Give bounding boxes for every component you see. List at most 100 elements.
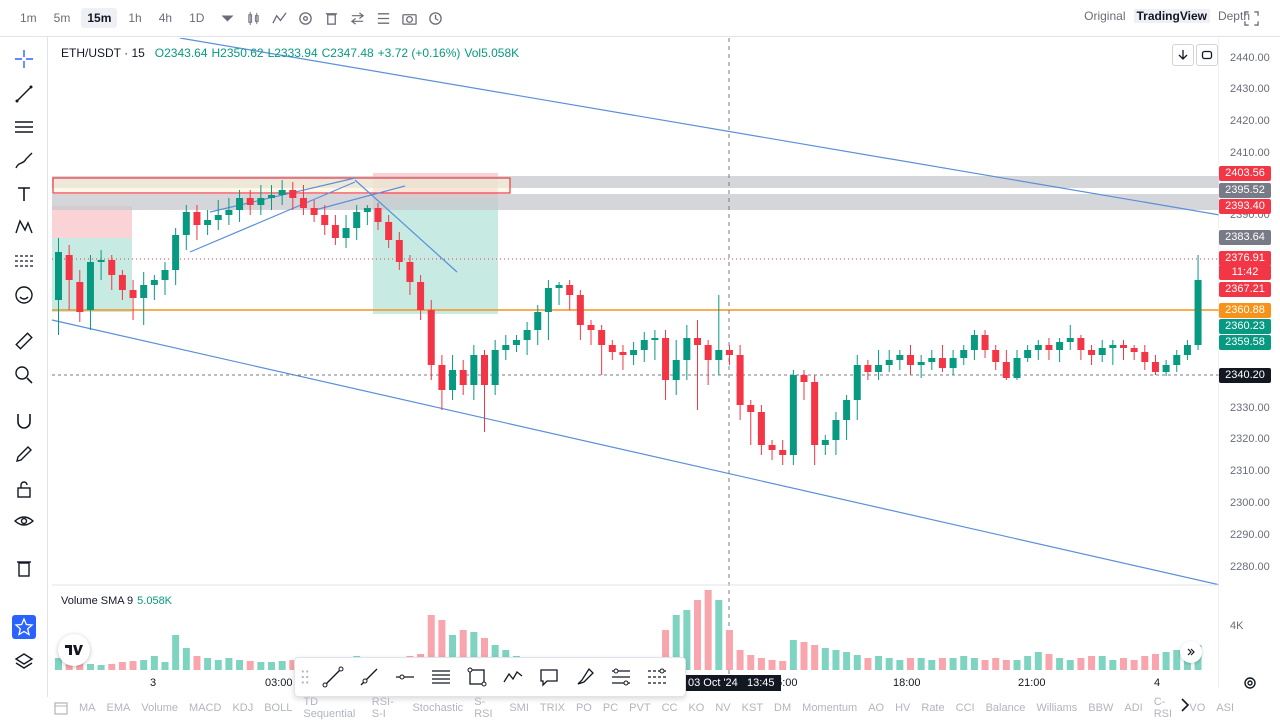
indicator-s-rsi[interactable]: S-RSI <box>474 696 493 720</box>
gann-icon[interactable] <box>639 662 675 692</box>
download-icon[interactable] <box>1172 44 1194 66</box>
candle-body <box>757 412 765 445</box>
measure-lines-icon[interactable] <box>12 249 36 273</box>
rectangle-icon[interactable] <box>459 662 495 692</box>
indicator-smi[interactable]: SMI <box>509 702 529 714</box>
indicator-adi[interactable]: ADI <box>1124 702 1143 714</box>
brush-icon[interactable] <box>12 149 36 173</box>
calendar-icon[interactable] <box>54 701 68 715</box>
candle-body <box>896 355 904 360</box>
indicator-stochastic[interactable]: Stochastic <box>412 702 464 714</box>
horizontal-line-icon[interactable] <box>387 662 423 692</box>
indicator-trix[interactable]: TRIX <box>539 702 565 714</box>
indicator-ma[interactable]: MA <box>79 702 96 714</box>
view-original[interactable]: Original <box>1084 9 1126 23</box>
trend-line-icon[interactable] <box>315 662 351 692</box>
fullscreen-icon[interactable] <box>1242 9 1260 27</box>
volume-bar <box>172 635 180 670</box>
indicator-rsi-s-i[interactable]: RSI-S-I <box>371 696 394 720</box>
symbol-label[interactable]: ETH/USDT · 15 <box>61 46 145 60</box>
fib-icon[interactable] <box>603 662 639 692</box>
indicator-momentum[interactable]: Momentum <box>802 702 858 714</box>
candles-icon[interactable] <box>244 9 262 27</box>
trash-icon[interactable] <box>12 556 36 580</box>
star-icon[interactable] <box>12 615 36 639</box>
ruler-icon[interactable] <box>12 329 36 353</box>
pencil-lock-icon[interactable] <box>12 442 36 466</box>
highlighter-icon[interactable] <box>567 662 603 692</box>
alert-icon[interactable] <box>426 9 444 27</box>
indicator-kst[interactable]: KST <box>741 702 764 714</box>
eye-icon[interactable] <box>12 509 36 533</box>
indicators-icon[interactable] <box>270 9 288 27</box>
indicator-cci[interactable]: CCI <box>955 702 975 714</box>
scroll-right-button[interactable] <box>1180 641 1202 663</box>
emoji-icon[interactable] <box>12 283 36 307</box>
indicator-cc[interactable]: CC <box>661 702 678 714</box>
volume-bar <box>1151 654 1159 670</box>
list-icon[interactable] <box>374 9 392 27</box>
timeframe-4h[interactable]: 4h <box>158 11 173 25</box>
indicator-pvt[interactable]: PVT <box>629 702 651 714</box>
indicator-po[interactable]: PO <box>575 702 592 714</box>
text-icon[interactable] <box>12 182 36 206</box>
drag-handle-icon[interactable] <box>295 662 315 692</box>
settings-icon[interactable] <box>296 9 314 27</box>
indicator-dm[interactable]: DM <box>774 702 792 714</box>
trend-line-icon[interactable] <box>12 82 36 106</box>
indicator-c-rsi[interactable]: C-RSI <box>1153 696 1173 720</box>
timeframe-5m[interactable]: 5m <box>53 11 71 25</box>
candle-body <box>481 355 488 385</box>
camera-icon[interactable] <box>400 9 418 27</box>
candle-body <box>182 212 190 235</box>
magnet-icon[interactable] <box>12 409 36 433</box>
time-tick: 03:00 <box>265 677 293 689</box>
chevron-down-icon[interactable] <box>218 9 236 27</box>
indicator-boll[interactable]: BOLL <box>264 702 293 714</box>
indicator-asi[interactable]: ASI <box>1216 702 1234 714</box>
timeframe-15m[interactable]: 15m <box>81 8 118 28</box>
callout-icon[interactable] <box>531 662 567 692</box>
view-tradingview[interactable]: TradingView <box>1133 9 1210 23</box>
indicator-hv[interactable]: HV <box>895 702 911 714</box>
indicator-ao[interactable]: AO <box>868 702 885 714</box>
timeframe-1d[interactable]: 1D <box>189 11 205 25</box>
chevron-right-icon[interactable] <box>1180 698 1190 717</box>
view-depth[interactable]: Depth <box>1217 9 1250 23</box>
parallel-channel-icon[interactable] <box>423 662 459 692</box>
indicator-vo[interactable]: VO <box>1189 702 1206 714</box>
indicator-kdj[interactable]: KDJ <box>232 702 254 714</box>
candle-body <box>417 282 425 310</box>
indicator-pc[interactable]: PC <box>602 702 619 714</box>
path-icon[interactable] <box>495 662 531 692</box>
price-label: 2403.56 <box>1219 166 1271 181</box>
indicator-williams[interactable]: Williams <box>1036 702 1078 714</box>
candle-body <box>76 282 84 312</box>
indicator-ko[interactable]: KO <box>688 702 705 714</box>
trash-icon[interactable] <box>322 9 340 27</box>
timeframe-1m[interactable]: 1m <box>20 11 37 25</box>
indicator-bbw[interactable]: BBW <box>1088 702 1114 714</box>
candle-body <box>385 222 393 240</box>
indicator-rate[interactable]: Rate <box>921 702 945 714</box>
timeframe-1h[interactable]: 1h <box>128 11 142 25</box>
indicator-nv[interactable]: NV <box>715 702 731 714</box>
indicator-ema[interactable]: EMA <box>106 702 131 714</box>
pattern-icon[interactable] <box>12 215 36 239</box>
indicator-macd[interactable]: MACD <box>189 702 222 714</box>
refresh-icon[interactable] <box>1196 44 1218 66</box>
zoom-icon[interactable] <box>12 363 36 387</box>
volume-bar <box>449 635 457 670</box>
tradingview-logo[interactable] <box>58 634 90 666</box>
horizontal-lines-icon[interactable] <box>12 115 36 139</box>
indicator-balance[interactable]: Balance <box>985 702 1026 714</box>
crosshair-icon[interactable] <box>12 47 36 71</box>
ray-icon[interactable] <box>351 662 387 692</box>
swap-icon[interactable] <box>348 9 366 27</box>
layers-icon[interactable] <box>12 649 36 673</box>
lock-icon[interactable] <box>12 477 36 501</box>
price-chart[interactable] <box>49 38 1219 688</box>
settings-gear-icon[interactable] <box>1242 675 1258 696</box>
indicator-td-sequential[interactable]: TD Sequential <box>303 696 356 720</box>
indicator-volume[interactable]: Volume <box>141 702 179 714</box>
